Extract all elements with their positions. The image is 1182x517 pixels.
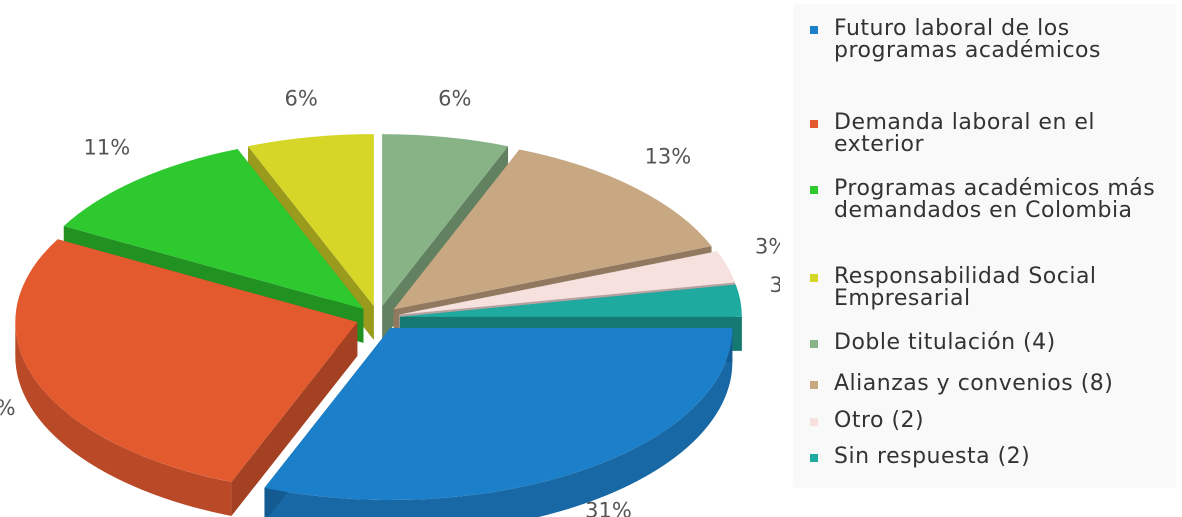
pie-slice-2 <box>15 239 358 517</box>
legend-label-demanda-laboral: Demanda laboral en el exterior <box>834 110 1096 157</box>
legend-label-otro: Otro (2) <box>834 408 925 433</box>
pie-slice-top-2 <box>15 239 358 483</box>
pie-slice-top-5 <box>382 134 509 307</box>
pie-value-label-2: 27% <box>0 396 16 420</box>
legend-label-futuro-laboral: Futuro laboral de los programas académic… <box>834 16 1101 63</box>
legend-label-programas-academicos: Programas académicos más demandados en C… <box>834 176 1156 223</box>
legend-swatch-demanda-laboral <box>810 120 818 128</box>
pie-value-label-3: 11% <box>84 135 131 159</box>
legend-swatch-responsabilidad-social <box>810 274 818 282</box>
pie-value-label-8: 3% <box>770 273 780 297</box>
legend-label-sin-respuesta: Sin respuesta (2) <box>834 444 1031 469</box>
legend-swatch-otro <box>810 418 818 426</box>
pie-chart: 31% 27% 11% 6% 6% 13% 3% 3% <box>0 87 780 517</box>
pie-value-label-7: 3% <box>755 234 780 258</box>
pie-slice-top-3 <box>63 149 364 309</box>
legend-label-responsabilidad-social: Responsabilidad Social Empresarial <box>834 264 1097 311</box>
pie-value-label-6: 13% <box>645 145 692 169</box>
pie-value-label-5: 6% <box>438 87 471 111</box>
pie-slice-top-6 <box>393 149 712 310</box>
pie-value-label-1: 31% <box>585 499 632 517</box>
pie-slice-1 <box>264 328 733 517</box>
legend-swatch-sin-respuesta <box>810 454 818 462</box>
legend-swatch-futuro-laboral <box>810 26 818 34</box>
legend-swatch-doble-titulacion <box>810 340 818 348</box>
legend <box>793 4 1176 488</box>
pie-slice-wall-2 <box>15 322 232 517</box>
legend-label-alianzas: Alianzas y convenios (8) <box>834 371 1114 396</box>
pie-slice-side-2 <box>231 322 358 517</box>
pie-slice-top-8 <box>399 284 742 317</box>
pie-slice-top-4 <box>247 134 374 307</box>
pie-value-label-4: 6% <box>285 87 318 111</box>
pie-slice-top-7 <box>399 251 736 315</box>
pie-slice-wall-1 <box>264 328 733 517</box>
legend-label-doble-titulacion: Doble titulación (4) <box>834 330 1056 355</box>
pie-slice-top-1 <box>264 328 733 501</box>
legend-swatch-alianzas <box>810 381 818 389</box>
legend-swatch-programas-academicos <box>810 186 818 194</box>
